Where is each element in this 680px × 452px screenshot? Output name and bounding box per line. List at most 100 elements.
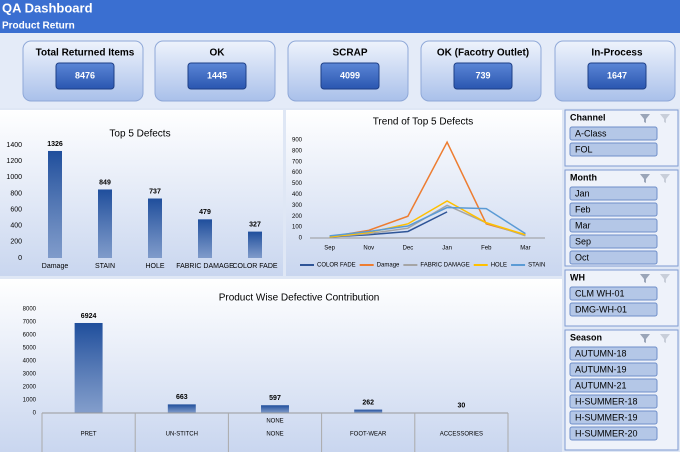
x-tick-label: Feb [481, 246, 492, 252]
x-tick-label: Sep [324, 246, 335, 252]
kpi-label: Total Returned Items [36, 48, 135, 59]
slicer-item[interactable] [569, 378, 658, 393]
y-tick-label: 400 [292, 192, 303, 198]
slicer-item[interactable] [569, 346, 658, 361]
slicer-item[interactable] [569, 410, 658, 425]
data-label: 597 [269, 395, 281, 402]
bar [167, 404, 196, 413]
kpi-value: 8476 [75, 70, 95, 80]
slicer-item-label: A-Class [575, 128, 607, 138]
kpi-value-box [55, 62, 115, 90]
slicer-title: Month [570, 172, 597, 182]
filter-icon [640, 174, 650, 183]
x-tick-label: STAIN [95, 263, 115, 270]
data-label: 737 [149, 188, 161, 195]
y-tick-label: 400 [10, 223, 22, 230]
x-tick-label: NONE [266, 432, 283, 438]
chart-panel [286, 110, 562, 276]
y-tick-label: 5000 [23, 346, 37, 352]
kpi-value-box [587, 62, 647, 90]
y-tick-label: 200 [10, 239, 22, 246]
legend-label: HOLE [491, 263, 507, 269]
data-label: 479 [199, 209, 211, 216]
legend-label: FABRIC DAMAGE [420, 263, 469, 269]
kpi-value-box [187, 62, 247, 90]
bar [74, 322, 103, 413]
slicer-item[interactable] [569, 250, 658, 265]
slicer-item-label: FOL [575, 144, 593, 154]
data-label: 849 [99, 179, 111, 186]
kpi-value-box [453, 62, 513, 90]
slicer-title: Season [570, 332, 602, 342]
slicer-item-label: Jan [575, 188, 590, 198]
slicer-item-label: Oct [575, 252, 590, 262]
slicer-item-label: AUTUMN-18 [575, 348, 627, 358]
chart-title: Top 5 Defects [109, 129, 170, 140]
slicer-item-label: DMG-WH-01 [575, 304, 627, 314]
data-label: 6924 [81, 313, 97, 320]
clear-filter-icon [660, 174, 670, 183]
slicer-item[interactable] [569, 302, 658, 317]
bar [198, 219, 212, 258]
y-tick-label: 800 [292, 148, 303, 154]
slicer-title: Channel [570, 112, 606, 122]
x-tick-label: Mar [520, 246, 530, 252]
x-tick-label: HOLE [145, 263, 164, 270]
data-label: 1326 [47, 141, 63, 148]
kpi-value: 4099 [340, 70, 360, 80]
slicer-item[interactable] [569, 362, 658, 377]
x-tick-label: Damage [42, 263, 69, 270]
data-label: 30 [458, 402, 466, 409]
slicer-item[interactable] [569, 394, 658, 409]
filter-icon [640, 114, 650, 123]
x-tick-label: Dec [403, 246, 414, 252]
y-tick-label: 200 [292, 214, 303, 220]
bar [98, 189, 112, 258]
slicer-item[interactable] [569, 126, 658, 141]
filter-icon [640, 334, 650, 343]
slicer-item-label: Feb [575, 204, 591, 214]
y-tick-label: 700 [292, 159, 303, 165]
chart-title: Product Wise Defective Contribution [219, 293, 380, 304]
x-tick-label: UN-STITCH [166, 432, 198, 438]
kpi-value: 739 [475, 70, 490, 80]
slicer-item[interactable] [569, 234, 658, 249]
bar [248, 231, 262, 258]
x-tick-label: FOOT-WEAR [350, 432, 387, 438]
slicer-item[interactable] [569, 202, 658, 217]
bar [261, 405, 289, 413]
legend-label: Damage [377, 263, 400, 269]
slicer-item-label: AUTUMN-21 [575, 380, 627, 390]
slicer-item[interactable] [569, 286, 658, 301]
clear-filter-icon [660, 334, 670, 343]
y-tick-label: 1000 [6, 174, 22, 181]
slicer-item[interactable] [569, 218, 658, 233]
kpi-label: OK [210, 48, 226, 59]
slicer-item[interactable] [569, 186, 658, 201]
slicer-item[interactable] [569, 426, 658, 441]
bar [148, 198, 162, 258]
kpi-label: In-Process [591, 48, 643, 59]
data-label: 327 [249, 221, 261, 228]
y-tick-label: 0 [33, 411, 37, 417]
y-tick-label: 1000 [23, 398, 37, 404]
header-bar [0, 0, 680, 33]
slicer-item[interactable] [569, 142, 658, 157]
y-tick-label: 600 [292, 170, 303, 176]
y-tick-label: 1400 [6, 142, 22, 149]
y-tick-label: 100 [292, 225, 303, 231]
slicer-item-label: Sep [575, 236, 591, 246]
y-tick-label: 6000 [23, 333, 37, 339]
kpi-value-box [320, 62, 380, 90]
x-tick-label: ACCESSORIES [440, 432, 483, 438]
bar [48, 150, 62, 258]
y-tick-label: 600 [10, 206, 22, 213]
x-tick-label: Jan [442, 246, 452, 252]
kpi-value: 1445 [207, 70, 227, 80]
legend-label: COLOR FADE [317, 263, 356, 269]
x-tick-label: FABRIC DAMAGE [176, 263, 234, 270]
y-tick-label: 8000 [23, 307, 37, 313]
y-tick-label: 500 [292, 181, 303, 187]
kpi-value: 1647 [607, 70, 627, 80]
slicer-item-label: H-SUMMER-20 [575, 428, 638, 438]
